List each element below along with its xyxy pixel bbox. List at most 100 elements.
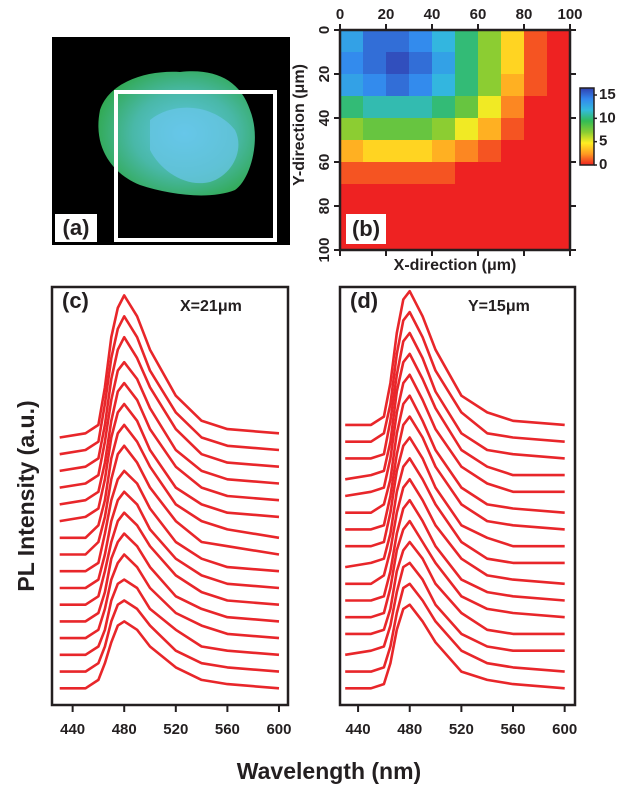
- heat-cell: [409, 140, 433, 163]
- panel-label: (c): [62, 288, 89, 313]
- x-tick-label: 440: [60, 721, 85, 738]
- panel-label-bg: [346, 214, 386, 244]
- heat-cell: [501, 52, 525, 75]
- heat-cell: [478, 118, 502, 141]
- heat-cell: [409, 206, 433, 229]
- spectrum-line: [59, 599, 280, 673]
- heat-cell: [386, 52, 410, 75]
- heat-cell: [455, 162, 479, 185]
- spectrum-line: [345, 498, 565, 602]
- spectrum-line: [345, 331, 565, 460]
- spectrum-line: [59, 532, 280, 623]
- heat-cell: [547, 184, 571, 207]
- plot-frame: [338, 285, 577, 707]
- spectrum-line: [345, 519, 565, 619]
- spectrum-line: [345, 540, 565, 636]
- y-tick-label: 20: [316, 66, 333, 83]
- plot-frame: [338, 28, 572, 252]
- y-tick-label: 60: [316, 154, 333, 171]
- heat-cell: [432, 30, 456, 53]
- spectrum-line: [59, 381, 280, 506]
- heat-cell: [409, 162, 433, 185]
- heat-cell: [363, 30, 387, 53]
- heat-cell: [340, 162, 364, 185]
- x-tick-label: 80: [516, 6, 533, 23]
- heat-cell: [524, 30, 548, 53]
- heat-cell: [409, 228, 433, 251]
- heat-cell: [386, 74, 410, 97]
- y-tick-label: 80: [316, 198, 333, 215]
- heat-cell: [501, 30, 525, 53]
- panel-label: (d): [350, 288, 378, 313]
- spectrum-line: [59, 335, 280, 473]
- heat-cell: [340, 52, 364, 75]
- heat-cell: [409, 96, 433, 119]
- heat-cell: [455, 118, 479, 141]
- colorbar-tick-label: 10: [599, 109, 616, 126]
- micrograph: (a): [52, 37, 290, 245]
- spectrum-line: [59, 423, 280, 540]
- spectrum-line: [59, 578, 280, 657]
- heat-cell: [363, 74, 387, 97]
- x-tick-label: 440: [346, 721, 371, 738]
- heat-cell: [432, 52, 456, 75]
- panel-label: (a): [63, 215, 90, 240]
- spectrum-line: [59, 315, 280, 456]
- heat-cell: [478, 162, 502, 185]
- heat-cell: [386, 140, 410, 163]
- heat-cell: [524, 140, 548, 163]
- colorbar-tick-label: 15: [599, 86, 616, 103]
- x-axis-title: X-direction (μm): [394, 257, 517, 274]
- spectrum-line: [344, 561, 565, 657]
- spectrum-line: [345, 289, 565, 427]
- x-tick-label: 60: [470, 6, 487, 23]
- heat-cell: [409, 184, 433, 207]
- heat-cell: [386, 96, 410, 119]
- heat-cell: [432, 206, 456, 229]
- heat-cell: [386, 206, 410, 229]
- heat-cell: [340, 96, 364, 119]
- heat-cell: [340, 30, 364, 53]
- heat-cell: [501, 118, 525, 141]
- heat-cell: [386, 228, 410, 251]
- heat-cell: [524, 162, 548, 185]
- y-tick-label: 100: [316, 237, 333, 262]
- heat-cell: [478, 184, 502, 207]
- heat-cell: [547, 206, 571, 229]
- heat-cell: [524, 184, 548, 207]
- spectrum-line: [344, 352, 565, 481]
- x-tick-label: 560: [501, 721, 526, 738]
- spectrum-line: [345, 415, 565, 531]
- plot-frame: [50, 285, 290, 707]
- spectrum-line: [59, 511, 280, 606]
- spectrum-line: [59, 402, 280, 523]
- heat-cell: [478, 96, 502, 119]
- heat-cell: [547, 96, 571, 119]
- heat-cell: [501, 206, 525, 229]
- heat-cell: [501, 74, 525, 97]
- x-tick-label: 520: [449, 721, 474, 738]
- heat-cell: [432, 140, 456, 163]
- x-tick-label: 100: [557, 6, 582, 23]
- heat-cell: [363, 118, 387, 141]
- x-tick-label: 480: [112, 721, 137, 738]
- heat-cell: [478, 206, 502, 229]
- heat-cell: [455, 74, 479, 97]
- y-tick-label: 0: [316, 26, 333, 34]
- heat-cell: [409, 118, 433, 141]
- heat-cell: [455, 206, 479, 229]
- heat-cell: [386, 162, 410, 185]
- heat-cell: [547, 52, 571, 75]
- heat-cell: [386, 184, 410, 207]
- heat-cell: [478, 228, 502, 251]
- y-axis-title: Y-direction (μm): [291, 64, 308, 186]
- spectrum-line: [59, 444, 280, 556]
- heat-cell: [363, 96, 387, 119]
- heat-cell: [547, 228, 571, 251]
- heat-cell: [455, 184, 479, 207]
- colorbar: [579, 87, 595, 166]
- heat-cell: [363, 140, 387, 163]
- heat-cell: [340, 74, 364, 97]
- heat-cell: [547, 74, 571, 97]
